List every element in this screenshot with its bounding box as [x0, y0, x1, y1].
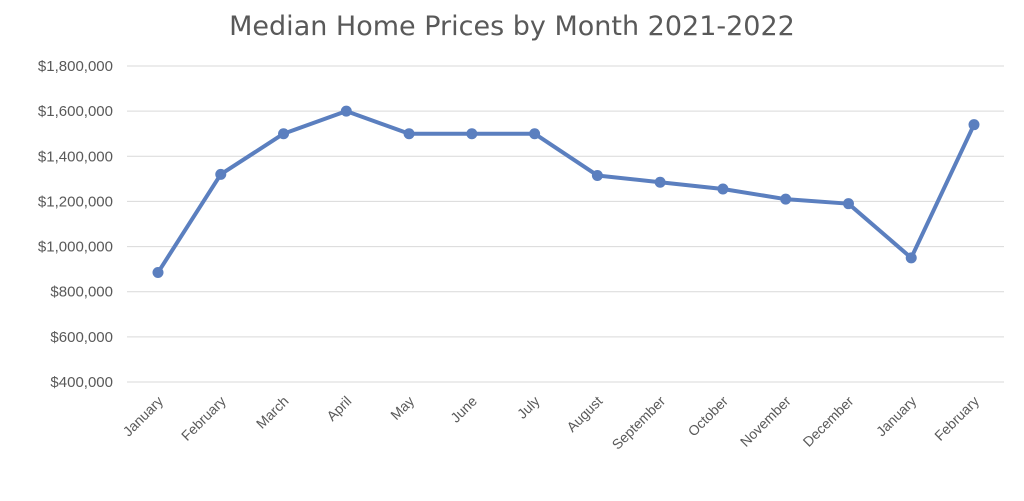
data-point	[780, 193, 792, 205]
x-tick-label: September	[609, 393, 669, 453]
data-point	[529, 128, 541, 140]
series-line	[156, 109, 976, 275]
y-tick-label: $1,600,000	[38, 103, 113, 120]
data-point	[340, 105, 352, 117]
y-tick-label: $1,200,000	[38, 193, 113, 210]
x-tick-label: January	[120, 393, 167, 440]
data-point	[654, 176, 666, 188]
y-tick-label: $400,000	[50, 374, 113, 391]
data-point	[591, 169, 603, 181]
x-tick-label: February	[178, 393, 229, 444]
data-point	[152, 267, 164, 279]
data-point	[905, 252, 917, 264]
data-point	[717, 183, 729, 195]
x-tick-label: June	[447, 393, 480, 426]
y-tick-label: $1,400,000	[38, 148, 113, 165]
x-tick-label: January	[873, 393, 920, 440]
x-tick-label: August	[563, 393, 605, 435]
chart-title: Median Home Prices by Month 2021-2022	[229, 11, 795, 42]
x-tick-label: April	[323, 393, 354, 424]
x-tick-label: December	[800, 393, 857, 450]
y-axis-tick-labels: $400,000 $600,000 $800,000 $1,000,000 $1,200…	[38, 58, 113, 391]
data-point	[842, 198, 854, 210]
x-tick-label: March	[253, 393, 292, 432]
y-tick-label: $1,800,000	[38, 58, 113, 75]
data-point	[466, 128, 478, 140]
y-tick-label: $1,000,000	[38, 239, 113, 256]
data-point	[215, 168, 227, 180]
x-tick-label: February	[931, 393, 982, 444]
series-group	[152, 105, 980, 279]
x-tick-label: May	[387, 393, 417, 423]
y-tick-label: $800,000	[50, 284, 113, 301]
data-point	[278, 128, 290, 140]
x-axis-tick-labels: January February March April May June July Augu…	[120, 393, 983, 453]
x-tick-label: October	[685, 393, 732, 440]
x-tick-label: November	[737, 393, 794, 450]
x-tick-label: July	[514, 393, 543, 422]
data-point	[403, 128, 415, 140]
data-point	[968, 119, 980, 131]
y-tick-label: $600,000	[50, 329, 113, 346]
